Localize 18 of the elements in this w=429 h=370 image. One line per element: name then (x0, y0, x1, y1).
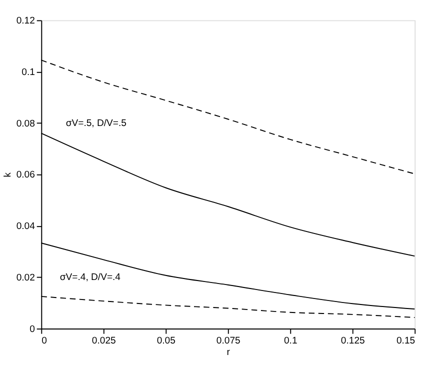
y-tick-label: 0 (30, 324, 35, 335)
x-tick-label: 0.125 (340, 335, 365, 346)
annotation: σV=.5, D/V=.5 (66, 118, 126, 129)
y-tick-label: 0.12 (16, 16, 35, 27)
y-tick-label: 0.04 (16, 221, 36, 232)
x-tick-label: 0.15 (396, 335, 416, 346)
x-axis-title: r (226, 346, 231, 358)
x-tick-label: 0.05 (156, 335, 176, 346)
y-tick-label: 0.08 (16, 118, 35, 130)
x-tick-label: 0.025 (92, 335, 116, 346)
y-axis-title: k (2, 172, 14, 178)
x-tick-label: 0.075 (216, 335, 240, 346)
annotation: σV=.4, D/V=.4 (60, 272, 122, 283)
y-tick-label: 0.02 (16, 272, 35, 284)
x-tick-label: 0 (42, 335, 47, 346)
y-tick-label: 0.1 (22, 66, 35, 78)
x-tick-label: 0.1 (284, 335, 298, 346)
y-tick-label: 0.06 (16, 170, 35, 181)
